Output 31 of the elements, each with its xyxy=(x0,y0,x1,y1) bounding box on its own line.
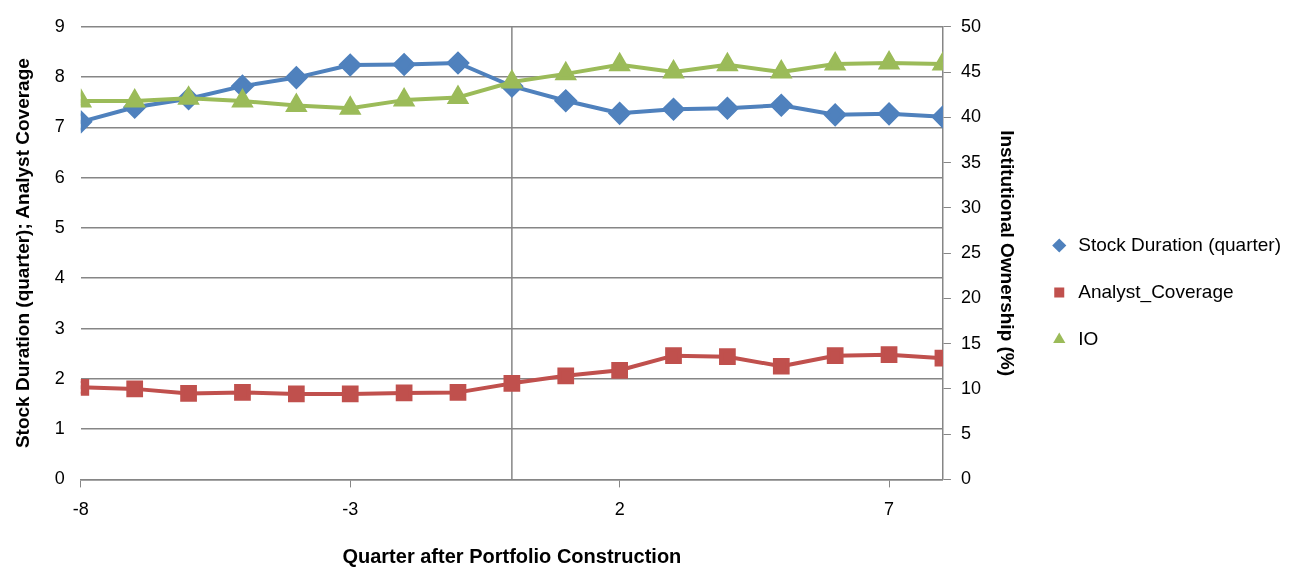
y2-tick-label: 35 xyxy=(960,151,981,172)
y2-axis-title: Institutional Ownership (%) xyxy=(997,130,1019,377)
y2-tick-label: 30 xyxy=(960,196,981,217)
y2-tick-label: 40 xyxy=(960,106,981,127)
legend-label: IO xyxy=(1078,327,1099,349)
y-tick-label: 7 xyxy=(54,116,65,137)
legend-label: Analyst_Coverage xyxy=(1078,280,1234,303)
y-tick-label: 0 xyxy=(54,468,65,489)
y-tick-label: 2 xyxy=(54,367,65,388)
x-tick-label: 2 xyxy=(614,499,625,520)
y-tick-label: 6 xyxy=(54,166,65,187)
y2-tick-label: 0 xyxy=(960,468,971,489)
x-tick-label: 7 xyxy=(884,499,895,520)
x-tick-label: -8 xyxy=(72,499,89,520)
x-tick-label: -3 xyxy=(342,499,359,520)
y2-tick-label: 5 xyxy=(960,423,971,444)
y-tick-label: 8 xyxy=(54,66,65,87)
x-axis-title: Quarter after Portfolio Construction xyxy=(342,544,682,567)
y-tick-label: 3 xyxy=(54,317,65,338)
y2-tick-label: 20 xyxy=(960,287,981,308)
y2-tick-label: 10 xyxy=(960,377,981,398)
y2-tick-label: 25 xyxy=(960,242,981,263)
y-tick-label: 5 xyxy=(54,216,65,237)
y-tick-label: 1 xyxy=(54,418,65,439)
y-tick-label: 4 xyxy=(54,267,65,288)
y2-tick-label: 50 xyxy=(960,15,981,36)
y-axis-title: Stock Duration (quarter); Analyst Coverage xyxy=(11,58,33,449)
y-tick-label: 9 xyxy=(54,15,65,36)
legend-label: Stock Duration (quarter) xyxy=(1078,233,1281,255)
y2-tick-label: 45 xyxy=(960,61,981,82)
y2-tick-label: 15 xyxy=(960,332,981,353)
